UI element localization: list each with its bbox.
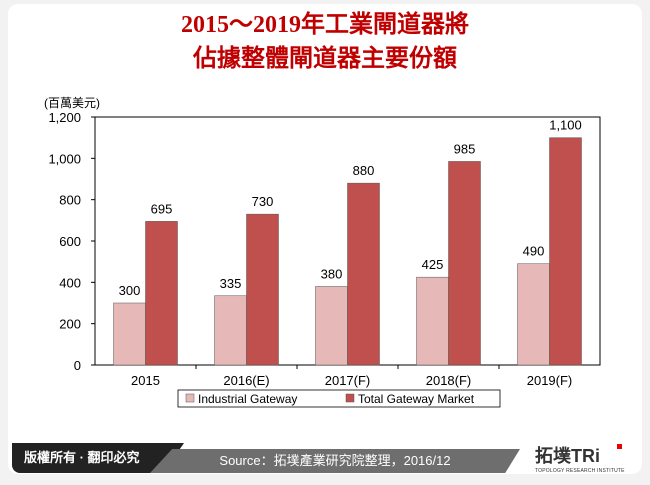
y-tick-label: 1,000 xyxy=(48,151,81,166)
y-axis-unit: (百萬美元) xyxy=(44,96,100,110)
data-label: 425 xyxy=(422,257,444,272)
y-tick-label: 600 xyxy=(59,234,81,249)
y-tick-label: 0 xyxy=(74,358,81,373)
y-tick-label: 800 xyxy=(59,193,81,208)
y-tick-label: 400 xyxy=(59,275,81,290)
data-label: 335 xyxy=(220,276,242,291)
y-tick-label: 200 xyxy=(59,317,81,332)
bar-industrial-gateway xyxy=(315,286,348,366)
data-label: 695 xyxy=(151,201,173,216)
bar-industrial-gateway xyxy=(214,295,247,366)
bar-industrial-gateway xyxy=(416,276,449,366)
bar-total-gateway-market xyxy=(549,137,582,366)
data-label: 985 xyxy=(454,141,476,156)
y-tick-label: 1,200 xyxy=(48,110,81,125)
bar-chart: 0 200 400 600 800 1,000 1,200 2015 300 695 2016(E)… xyxy=(48,110,601,408)
data-label: 300 xyxy=(119,283,141,298)
legend-swatch xyxy=(185,393,195,403)
legend-swatch xyxy=(345,393,355,403)
legend-label: Industrial Gateway xyxy=(198,392,297,406)
bar-total-gateway-market xyxy=(145,221,178,366)
data-label: 1,100 xyxy=(549,118,582,133)
bar-total-gateway-market xyxy=(448,161,481,366)
bar-total-gateway-market xyxy=(347,182,380,366)
x-tick-label: 2015 xyxy=(131,373,160,388)
source-label: Source：拓墣產業研究院整理，2016/12 xyxy=(150,449,520,473)
data-label: 380 xyxy=(321,266,343,281)
bar-industrial-gateway xyxy=(517,263,550,366)
x-tick-label: 2017(F) xyxy=(325,373,371,388)
x-tick-label: 2019(F) xyxy=(527,373,573,388)
x-tick-label: 2016(E) xyxy=(223,373,269,388)
bar-industrial-gateway xyxy=(113,302,146,366)
bar-total-gateway-market xyxy=(246,213,279,366)
legend-label: Total Gateway Market xyxy=(358,392,475,406)
data-label: 730 xyxy=(252,194,274,209)
x-tick-label: 2018(F) xyxy=(426,373,472,388)
tri-logo: 拓墣TRi TOPOLOGY RESEARCH INSTITUTE xyxy=(535,444,625,474)
data-label: 880 xyxy=(353,163,375,178)
title-line-2: 佔據整體閘道器主要份額 xyxy=(193,46,457,72)
data-label: 490 xyxy=(523,244,545,259)
legend xyxy=(177,389,501,408)
title-line-1: 2015～2019年工業閘道器將 xyxy=(181,12,469,38)
